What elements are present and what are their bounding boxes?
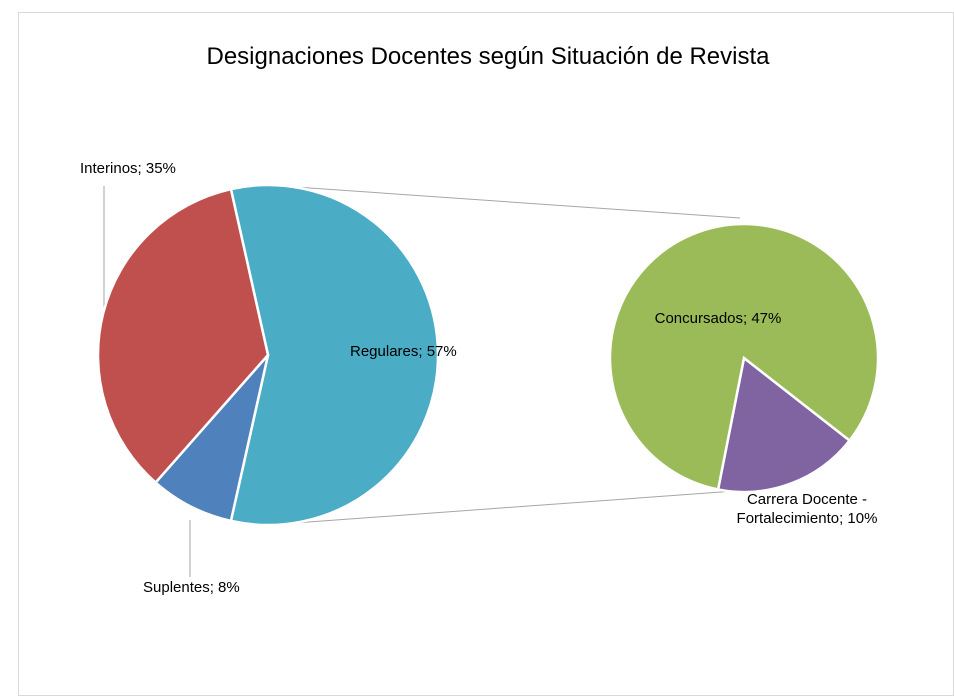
data-label: Interinos; 35% bbox=[80, 160, 176, 177]
data-label: Suplentes; 8% bbox=[143, 579, 240, 596]
data-label: Regulares; 57% bbox=[350, 343, 457, 360]
connector-line bbox=[280, 185, 741, 219]
pie-slice bbox=[608, 222, 880, 491]
pie-slice bbox=[229, 183, 440, 527]
data-label: Concursados; 47% bbox=[655, 310, 782, 327]
pie-slice bbox=[716, 355, 852, 494]
data-label: Carrera Docente -Fortalecimiento; 10% bbox=[737, 491, 878, 527]
chart-title: Designaciones Docentes según Situación d… bbox=[206, 43, 770, 70]
connector-line bbox=[280, 490, 736, 525]
pie-slice bbox=[96, 187, 270, 485]
